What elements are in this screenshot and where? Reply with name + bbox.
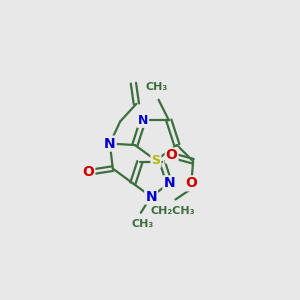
Text: N: N xyxy=(145,190,157,204)
Text: CH₃: CH₃ xyxy=(146,82,168,92)
Text: S: S xyxy=(152,154,160,167)
Text: N: N xyxy=(164,176,175,190)
Text: O: O xyxy=(166,148,178,162)
Text: N: N xyxy=(104,136,116,151)
Text: CH₂CH₃: CH₂CH₃ xyxy=(150,206,195,216)
Text: O: O xyxy=(82,164,94,178)
Text: N: N xyxy=(138,114,148,127)
Text: O: O xyxy=(186,176,198,190)
Text: CH₃: CH₃ xyxy=(131,219,153,229)
